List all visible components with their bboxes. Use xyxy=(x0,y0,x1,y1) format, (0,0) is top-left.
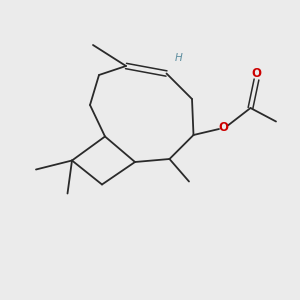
Text: H: H xyxy=(175,53,182,64)
Text: O: O xyxy=(218,121,229,134)
Text: O: O xyxy=(251,67,262,80)
